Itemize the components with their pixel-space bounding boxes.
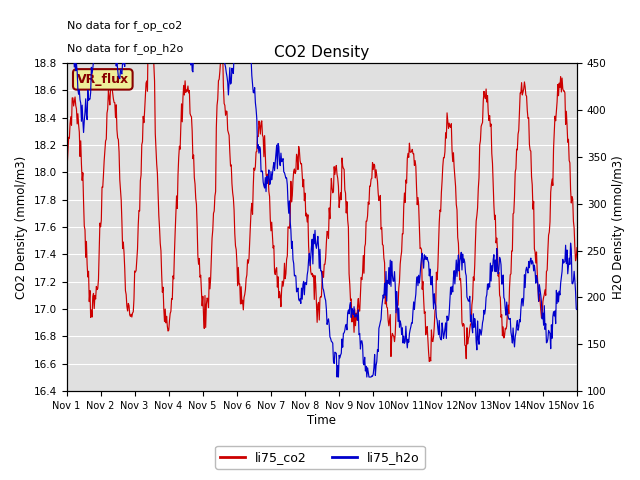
Text: VR_flux: VR_flux: [77, 73, 129, 86]
Title: CO2 Density: CO2 Density: [274, 46, 369, 60]
X-axis label: Time: Time: [307, 414, 336, 427]
Y-axis label: H2O Density (mmol/m3): H2O Density (mmol/m3): [612, 155, 625, 299]
Y-axis label: CO2 Density (mmol/m3): CO2 Density (mmol/m3): [15, 156, 28, 299]
Text: No data for f_op_h2o: No data for f_op_h2o: [67, 43, 183, 54]
Legend: li75_co2, li75_h2o: li75_co2, li75_h2o: [215, 446, 425, 469]
Text: No data for f_op_co2: No data for f_op_co2: [67, 21, 182, 31]
